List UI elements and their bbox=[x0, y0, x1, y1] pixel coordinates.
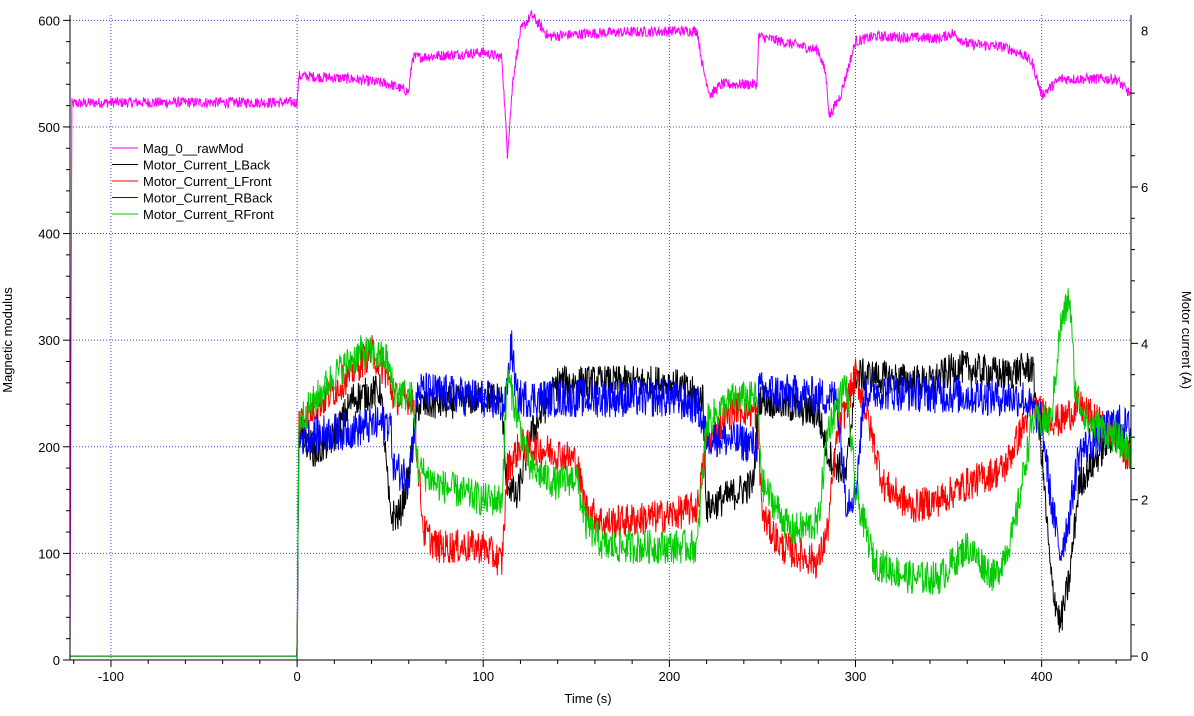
right-y-tick-label-0: 0 bbox=[1141, 649, 1148, 664]
legend: Mag_0__rawModMotor_Current_LBackMotor_Cu… bbox=[112, 141, 274, 222]
series-lines bbox=[69, 9, 1132, 661]
left-y-tick-label-6: 600 bbox=[38, 13, 60, 28]
left-y-tick-label-4: 400 bbox=[38, 227, 60, 242]
left-y-tick-label-5: 500 bbox=[38, 120, 60, 135]
x-tick-label-1: 0 bbox=[293, 669, 300, 684]
right-y-axis-title: Motor current (A) bbox=[1179, 291, 1194, 389]
left-y-tick-label-1: 100 bbox=[38, 546, 60, 561]
left-y-tick-label-3: 300 bbox=[38, 333, 60, 348]
series-line-mag-0-rawmod bbox=[69, 9, 1132, 661]
legend-label-4: Motor_Current_RFront bbox=[143, 207, 274, 222]
left-y-tick-label-2: 200 bbox=[38, 440, 60, 455]
axes: -100 0 100 200 300 400 0 100 200 300 400 500 600 0 2 4 6… bbox=[38, 13, 1148, 684]
legend-label-0: Mag_0__rawMod bbox=[143, 141, 243, 156]
legend-label-3: Motor_Current_RBack bbox=[143, 191, 273, 206]
right-y-tick-label-1: 2 bbox=[1141, 493, 1148, 508]
x-tick-label-0: -100 bbox=[98, 669, 124, 684]
x-tick-label-3: 200 bbox=[659, 669, 681, 684]
x-tick-label-4: 300 bbox=[845, 669, 867, 684]
left-y-tick-label-0: 0 bbox=[53, 653, 60, 668]
left-y-axis-title: Magnetic modulus bbox=[0, 287, 15, 393]
legend-label-1: Motor_Current_LBack bbox=[143, 158, 271, 173]
series-line-motor-current-rfront bbox=[70, 288, 1132, 661]
x-axis-title: Time (s) bbox=[564, 691, 611, 706]
right-y-tick-label-3: 6 bbox=[1141, 180, 1148, 195]
right-y-tick-label-2: 4 bbox=[1141, 336, 1148, 351]
right-y-tick-label-4: 8 bbox=[1141, 24, 1148, 39]
grid-lines bbox=[70, 15, 1131, 661]
x-tick-label-2: 100 bbox=[472, 669, 494, 684]
x-tick-label-5: 400 bbox=[1031, 669, 1053, 684]
legend-label-2: Motor_Current_LFront bbox=[143, 174, 272, 189]
